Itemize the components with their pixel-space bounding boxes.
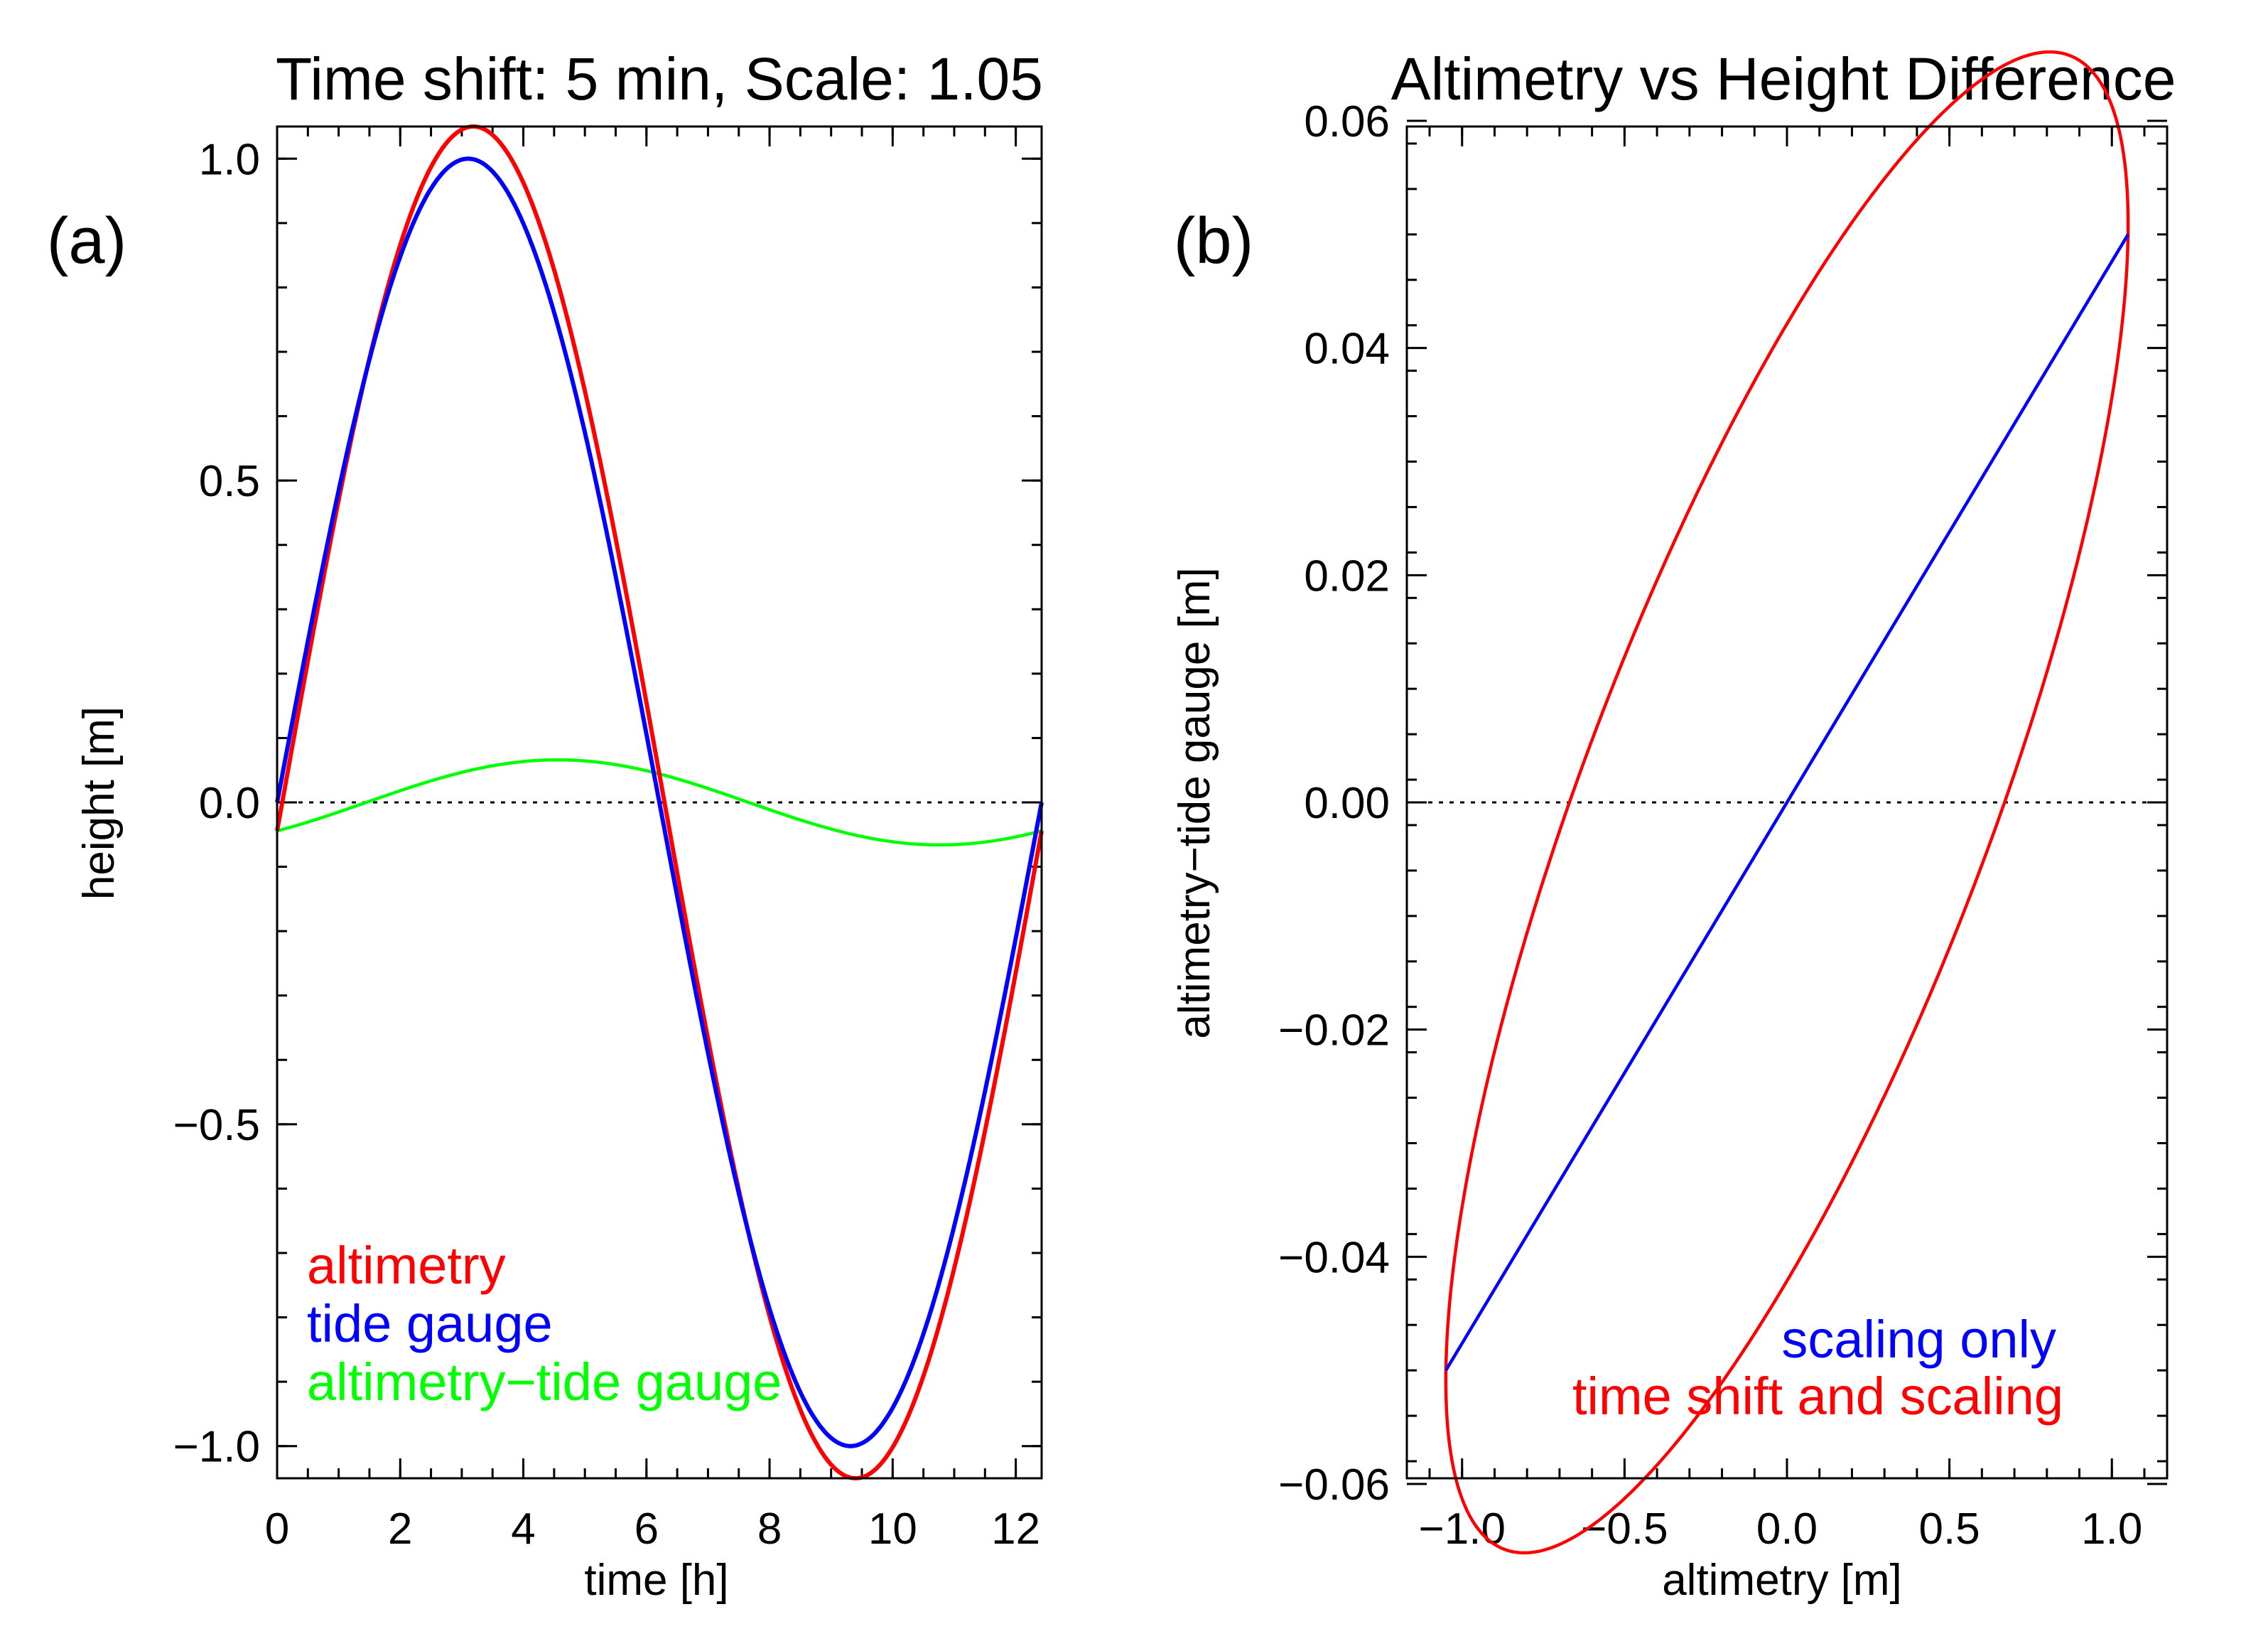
panel-b-title: Altimetry vs Height Difference [1391, 45, 2176, 112]
panel-b-ytick-label: 0.02 [1304, 552, 1390, 601]
legend-altimetry: altimetry [307, 1236, 506, 1295]
panel-a-xtick-label: 8 [757, 1505, 782, 1554]
panel-a-xtick-label: 10 [868, 1505, 917, 1554]
panel-b-plot-frame [1405, 125, 2169, 1480]
panel-a-legend: altimetry tide gauge altimetry−tide gaug… [307, 1236, 782, 1411]
panel-a-xtick-label: 2 [388, 1505, 412, 1554]
panel-b-xtick-label: 1.0 [2081, 1505, 2142, 1554]
panel-a-ytick-label: −1.0 [173, 1423, 260, 1472]
panel-a-ylabel: height [m] [75, 706, 124, 900]
panel-a-xtick-label: 12 [991, 1505, 1040, 1554]
panel-b-xtick-label: −1.0 [1419, 1505, 1506, 1554]
tide-gauge-series-line [275, 156, 1044, 1448]
panel-b-ytick-label: −0.02 [1278, 1006, 1390, 1055]
panel-a-tick-labels: 0 2 4 6 8 10 12 −1.0 −0.5 0.0 0.5 1.0 [173, 135, 1041, 1554]
altimetry-series-line [275, 124, 1044, 1480]
legend-scaling-only: scaling only [1781, 1310, 2056, 1369]
panel-b-ytick-label: 0.06 [1304, 97, 1390, 146]
panel-a-ytick-label: 1.0 [199, 135, 260, 184]
panel-a-ytick-label: 0.0 [199, 779, 260, 828]
legend-time-shift-and-scaling: time shift and scaling [1572, 1367, 2063, 1426]
panel-a: Time shift: 5 min, Scale: 1.05 (a) heigh… [47, 45, 1044, 1605]
panel-a-xtick-label: 6 [634, 1505, 659, 1554]
panel-b-xtick-label: 0.0 [1756, 1505, 1818, 1554]
panel-a-ytick-label: −0.5 [173, 1101, 260, 1150]
panel-a-title: Time shift: 5 min, Scale: 1.05 [276, 45, 1043, 112]
panel-a-ticks [276, 127, 1042, 1478]
legend-altimetry-tide-gauge: altimetry−tide gauge [307, 1352, 782, 1411]
panel-a-xtick-label: 0 [265, 1505, 289, 1554]
panel-b-label: (b) [1174, 205, 1253, 277]
panel-b-tick-labels: −1.0 −0.5 0.0 0.5 1.0 −0.06 −0.04 −0.02 0.00 0.02… [1278, 97, 2142, 1554]
panel-b: Altimetry vs Height Difference (b) altim… [1170, 45, 2176, 1605]
panel-a-ytick-label: 0.5 [199, 457, 260, 506]
panel-b-ytick-label: −0.06 [1278, 1461, 1390, 1510]
panel-b-xtick-label: −0.5 [1581, 1505, 1668, 1554]
time-shift-and-scaling-loop [1444, 50, 2130, 1555]
panel-b-ticks [1407, 119, 2167, 1485]
scaling-only-line [1444, 233, 2130, 1372]
panel-b-legend: scaling only time shift and scaling [1572, 1310, 2063, 1426]
panel-b-ytick-label: −0.04 [1278, 1233, 1390, 1282]
panel-b-ytick-label: 0.00 [1304, 779, 1390, 828]
panel-a-xtick-label: 4 [511, 1505, 535, 1554]
panel-b-ylabel: altimetry−tide gauge [m] [1170, 567, 1219, 1038]
panel-a-label: (a) [47, 205, 126, 277]
panel-a-plot-frame [276, 125, 1043, 1480]
legend-tide-gauge: tide gauge [307, 1294, 553, 1353]
panel-b-ytick-label: 0.04 [1304, 325, 1390, 374]
panel-b-xlabel: altimetry [m] [1662, 1556, 1902, 1605]
panel-a-xlabel: time [h] [584, 1556, 728, 1605]
panel-b-xtick-label: 0.5 [1919, 1505, 1980, 1554]
